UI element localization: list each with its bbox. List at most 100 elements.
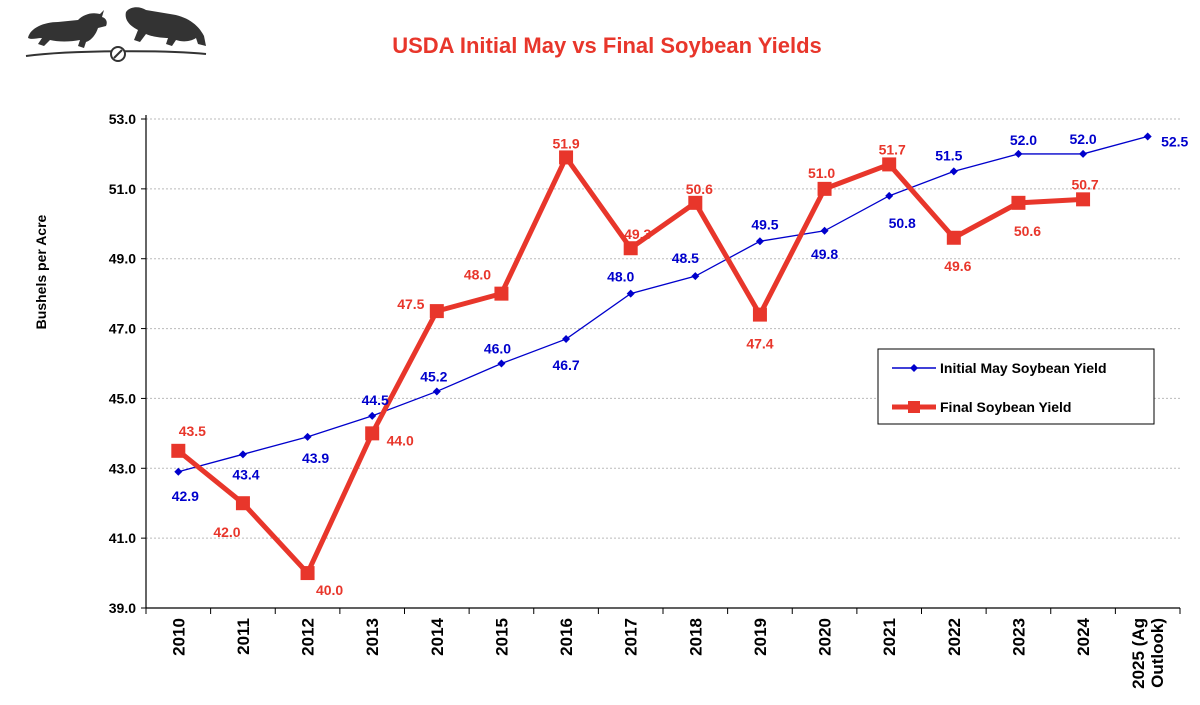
x-tick-label: 2011 <box>234 618 253 655</box>
data-label-final: 51.0 <box>808 165 835 181</box>
series-initial-may <box>174 132 1152 476</box>
legend: Initial May Soybean Yield Final Soybean … <box>877 348 1155 425</box>
x-tick-label: 2023 <box>1009 618 1028 656</box>
data-label-initial: 46.0 <box>484 341 511 357</box>
data-label-final: 50.7 <box>1071 176 1098 192</box>
bear-icon <box>125 7 206 46</box>
compass-needle <box>113 49 123 59</box>
x-tick-label: Outlook) <box>1148 618 1167 688</box>
series-initial-point <box>626 289 635 298</box>
gridlines <box>141 118 1180 609</box>
series-initial-point <box>432 387 441 396</box>
data-label-initial: 49.8 <box>811 246 838 262</box>
chart-title: USDA Initial May vs Final Soybean Yields <box>392 33 822 58</box>
series-initial-point <box>1079 149 1088 158</box>
series-initial-point <box>1143 132 1152 141</box>
x-tick-label: 2016 <box>557 618 576 656</box>
data-label-final: 44.0 <box>387 432 414 448</box>
data-label-final: 49.3 <box>624 226 651 242</box>
data-label-initial: 45.2 <box>420 368 447 384</box>
series-initial-point <box>820 226 829 235</box>
data-label-initial: 44.5 <box>362 392 389 408</box>
data-label-final: 43.5 <box>179 423 206 439</box>
series-initial-point <box>885 191 894 200</box>
bull-icon <box>28 10 107 48</box>
legend-initial-marker <box>910 364 918 372</box>
series-final-point <box>688 195 703 210</box>
data-label-initial: 49.5 <box>751 216 778 232</box>
series-initial-point <box>755 237 764 246</box>
data-label-final: 51.7 <box>879 141 906 157</box>
x-tick-label: 2024 <box>1074 617 1093 655</box>
data-label-initial: 43.4 <box>232 466 259 482</box>
x-tick-label: 2010 <box>169 618 188 656</box>
y-tick-label: 39.0 <box>109 600 136 616</box>
data-label-initial: 46.7 <box>552 357 579 373</box>
data-labels: 42.9 43.4 43.9 44.5 45.2 46.0 46.7 48.0 48.5 49.5… <box>172 131 1189 598</box>
series-final-point <box>429 304 444 319</box>
series-final-point <box>365 426 380 441</box>
data-label-final: 50.6 <box>1014 223 1041 239</box>
data-label-initial: 52.5 <box>1161 133 1188 149</box>
series-final-point <box>171 443 186 458</box>
data-label-initial: 50.8 <box>889 215 916 231</box>
bull-and-bear-logo <box>25 7 207 62</box>
x-tick-label: 2013 <box>363 618 382 656</box>
data-label-final: 42.0 <box>213 524 240 540</box>
series-final-point <box>752 307 767 322</box>
series-initial-point <box>174 467 183 476</box>
data-label-final: 49.6 <box>944 258 971 274</box>
series-initial-point <box>238 450 247 459</box>
data-label-initial: 42.9 <box>172 488 199 504</box>
data-label-initial: 48.0 <box>607 269 634 285</box>
series-final-point <box>494 286 509 301</box>
x-tick-label: 2025 (Ag <box>1129 618 1148 689</box>
data-label-final: 48.0 <box>464 267 491 283</box>
legend-box <box>877 348 1155 425</box>
series-initial-point <box>562 335 571 344</box>
series-final-point <box>1011 195 1026 210</box>
x-tick-label: 2017 <box>622 618 641 656</box>
series-initial-point <box>303 432 312 441</box>
x-tick-labels: 2010 2011 2012 2013 2014 2015 2016 2017 2018 2019… <box>169 617 1167 688</box>
series-final-point <box>1076 192 1091 207</box>
series-initial-point <box>497 359 506 368</box>
legend-initial-label: Initial May Soybean Yield <box>940 360 1107 376</box>
data-label-final: 51.9 <box>552 135 579 151</box>
series-final-point <box>623 241 638 256</box>
y-tick-label: 45.0 <box>109 390 136 406</box>
series-final-point <box>559 150 574 165</box>
series-final-point <box>235 496 250 511</box>
x-tick-label: 2020 <box>816 618 835 656</box>
legend-final-marker <box>908 401 920 413</box>
series-final-point <box>817 181 832 196</box>
data-label-initial: 51.5 <box>935 147 962 163</box>
axes <box>145 115 1181 614</box>
legend-final-label: Final Soybean Yield <box>940 399 1071 415</box>
y-tick-label: 47.0 <box>109 321 136 337</box>
x-tick-label: 2015 <box>492 618 511 656</box>
series-final-point <box>882 157 897 172</box>
y-tick-label: 41.0 <box>109 530 136 546</box>
y-axis-label: Bushels per Acre <box>33 214 49 329</box>
data-label-initial: 48.5 <box>672 250 699 266</box>
data-label-initial: 52.0 <box>1010 132 1037 148</box>
data-label-final: 50.6 <box>686 181 713 197</box>
series-final-point <box>300 566 315 581</box>
y-tick-label: 53.0 <box>109 111 136 127</box>
y-tick-label: 49.0 <box>109 251 136 267</box>
x-tick-label: 2018 <box>686 618 705 656</box>
series-initial-point <box>691 272 700 281</box>
x-tick-label: 2019 <box>751 618 770 656</box>
data-label-final: 47.4 <box>746 336 773 352</box>
x-tick-label: 2022 <box>945 618 964 656</box>
series-initial-point <box>368 411 377 420</box>
data-label-final: 47.5 <box>397 296 424 312</box>
y-tick-label: 51.0 <box>109 181 136 197</box>
y-tick-labels: 39.0 41.0 43.0 45.0 47.0 49.0 51.0 53.0 <box>109 111 136 616</box>
x-tick-label: 2012 <box>299 618 318 656</box>
data-label-initial: 43.9 <box>302 450 329 466</box>
series-initial-line <box>178 135 1148 473</box>
data-label-final: 40.0 <box>316 582 343 598</box>
